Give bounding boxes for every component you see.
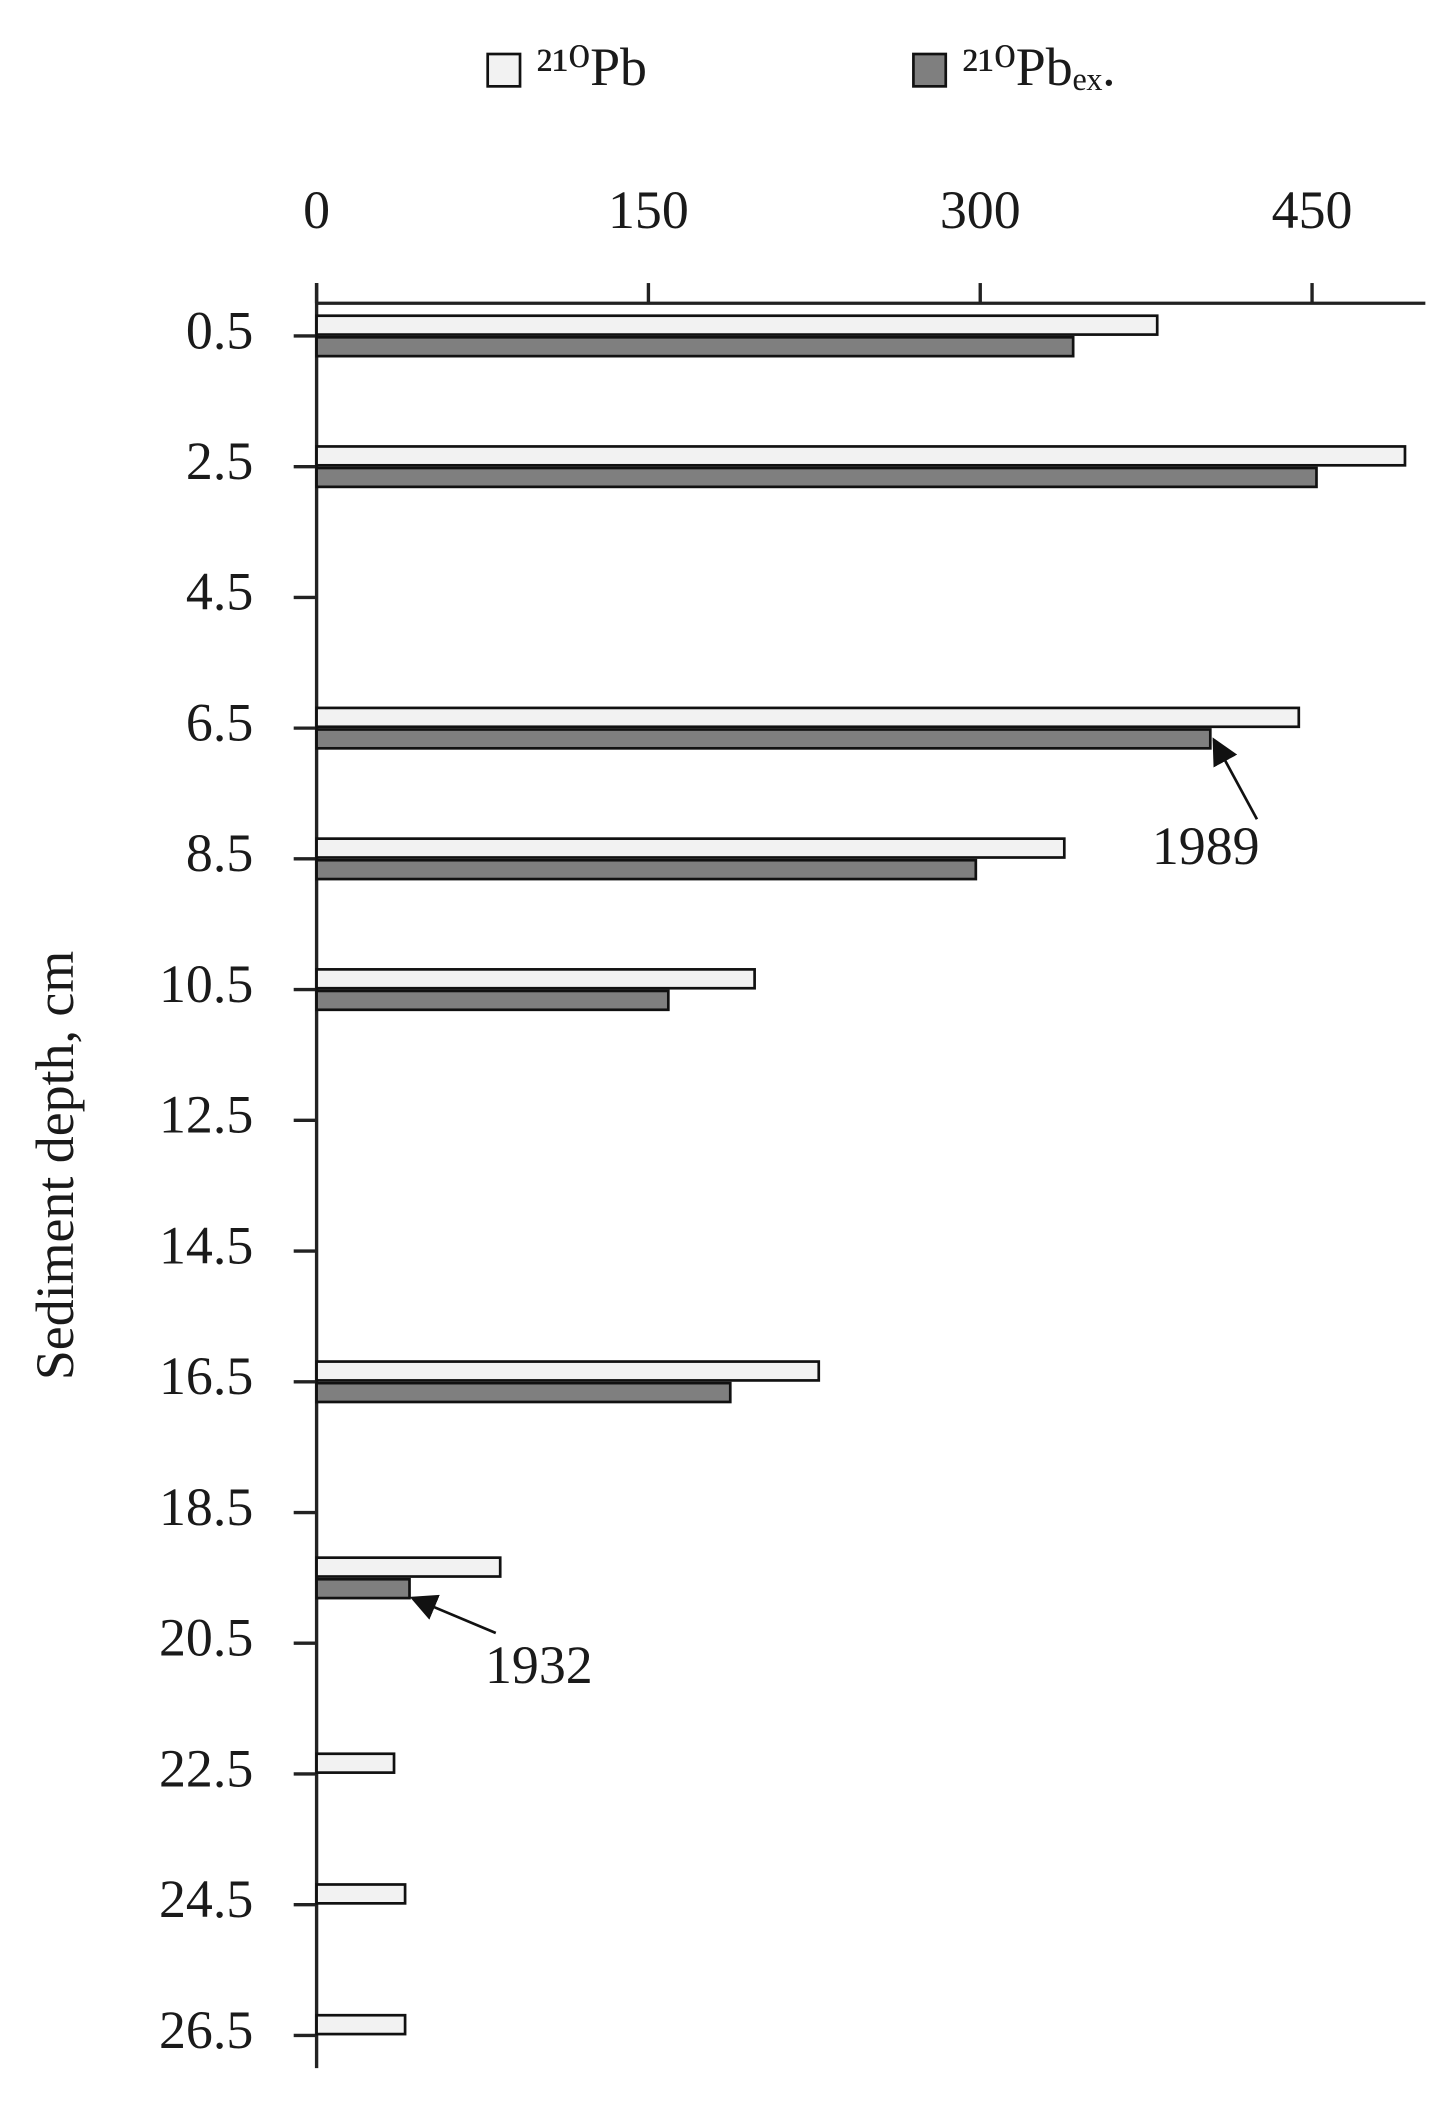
bar [315, 989, 670, 1012]
bar [315, 2013, 407, 2036]
bar [315, 1883, 407, 1905]
y-tick-label: 6.5 [186, 692, 253, 752]
annotation-arrow [409, 1594, 497, 1635]
bar [315, 314, 1159, 336]
bar [315, 1577, 411, 1600]
y-tick-label: 14.5 [159, 1215, 253, 1275]
legend-swatch [486, 52, 522, 88]
legend-label: ²¹⁰Pbₑₓ. [962, 37, 1116, 97]
y-tick-label: 4.5 [186, 562, 253, 622]
y-axis-title: Sediment depth, cm [25, 951, 85, 1381]
y-tick-label: 12.5 [159, 1085, 253, 1145]
bar [315, 968, 756, 990]
y-tick-label: 20.5 [159, 1608, 253, 1668]
annotation-arrow [1212, 737, 1259, 820]
y-tick-label: 26.5 [159, 2000, 253, 2060]
bar [315, 1360, 821, 1382]
bar [315, 335, 1075, 358]
bar [315, 706, 1301, 729]
bar [315, 445, 1407, 467]
annotation: 1989 [1152, 816, 1260, 876]
legend-label: ²¹⁰Pb [536, 37, 647, 97]
y-tick-label: 2.5 [186, 431, 253, 491]
bar [315, 728, 1212, 750]
x-tick-label: 450 [1272, 180, 1353, 240]
legend-swatch [912, 52, 948, 88]
y-tick-label: 8.5 [186, 823, 253, 883]
y-tick-label: 24.5 [159, 1869, 253, 1929]
x-tick-label: 0 [303, 180, 330, 240]
bar [315, 858, 978, 881]
y-tick-label: 10.5 [159, 954, 253, 1014]
annotation: 1932 [485, 1635, 593, 1695]
bar [315, 1381, 732, 1404]
bar [315, 1556, 502, 1578]
bar [315, 1752, 396, 1774]
y-tick-label: 0.5 [186, 300, 253, 360]
y-tick-label: 22.5 [159, 1738, 253, 1798]
bar [315, 837, 1066, 859]
y-tick-label: 18.5 [159, 1477, 253, 1537]
x-tick-label: 300 [940, 180, 1021, 240]
x-tick-label: 150 [608, 180, 689, 240]
bar [315, 466, 1318, 489]
y-tick-label: 16.5 [159, 1346, 253, 1406]
